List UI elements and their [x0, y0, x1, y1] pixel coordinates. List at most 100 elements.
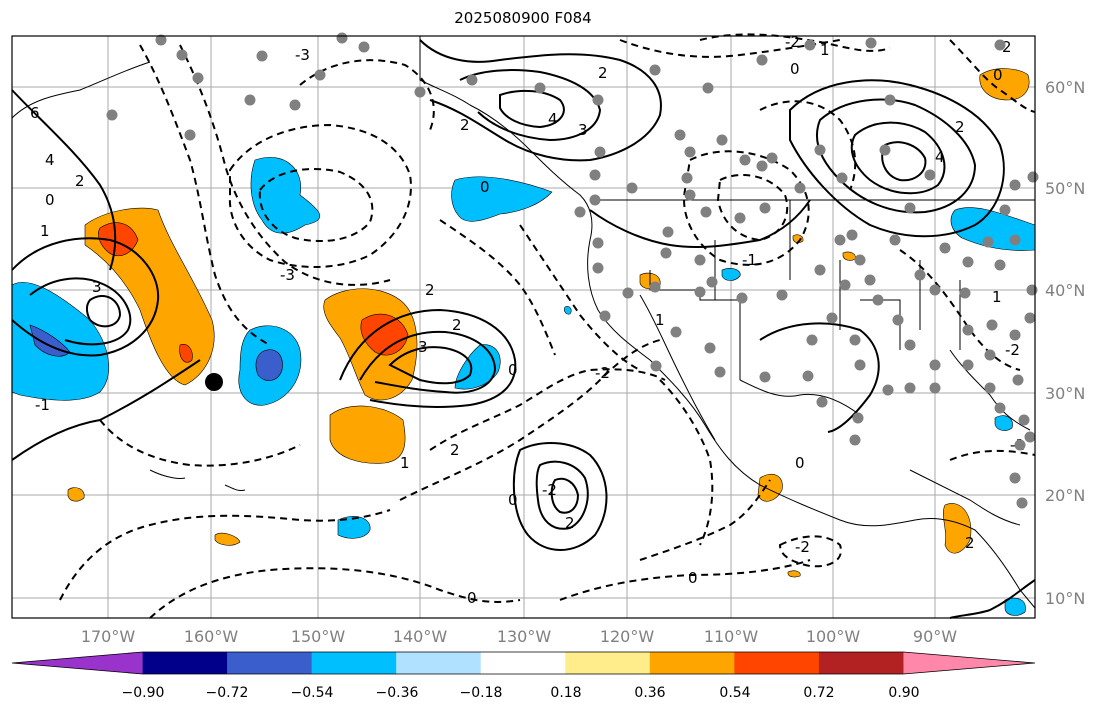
station-dot [534, 82, 546, 94]
station-dot [962, 256, 974, 268]
colorbar-segment [396, 652, 482, 674]
station-dot [336, 32, 348, 44]
contour-solid-20 [949, 579, 1036, 619]
contour-solid-13 [535, 460, 589, 530]
station-dot [984, 382, 996, 394]
contour-label: 0 [467, 589, 477, 607]
station-dot [889, 234, 901, 246]
shade-orange-3 [329, 405, 406, 464]
shade-orange-6 [757, 474, 783, 502]
shade-red-1b [179, 344, 193, 363]
station-dot [839, 279, 851, 291]
contour-dashed-24 [439, 219, 556, 356]
station-dot [804, 39, 816, 51]
station-dot [962, 359, 974, 371]
station-dot [1027, 171, 1039, 183]
station-dot [834, 234, 846, 246]
contour-label: 6 [30, 104, 40, 122]
station-dot [592, 94, 604, 106]
lat-label: 50°N [1045, 179, 1085, 198]
station-dot [1009, 179, 1021, 191]
contour-label: 1 [40, 222, 50, 240]
contour-label: -2 [595, 364, 610, 382]
station-dot [929, 382, 941, 394]
station-dot [759, 371, 771, 383]
station-dot [794, 182, 806, 194]
station-dot [714, 366, 726, 378]
contour-label: 0 [790, 60, 800, 78]
station-dot [982, 236, 994, 248]
contour-label: 0 [45, 191, 55, 209]
contour-label: 2 [965, 534, 975, 552]
station-dot [599, 310, 611, 322]
station-dot [756, 160, 768, 172]
contour-label: 0 [508, 361, 518, 379]
shade-darkblue-2 [255, 349, 283, 381]
station-dot [814, 264, 826, 276]
dashed-contours [59, 33, 1036, 619]
colorbar-tick-label: 0.36 [634, 685, 665, 701]
contour-dashed-14 [683, 150, 810, 266]
station-dot [756, 54, 768, 66]
station-dot [766, 152, 778, 164]
contour-label: 3 [578, 121, 588, 139]
colorbar-segment [480, 652, 566, 674]
lon-label: 110°W [704, 627, 759, 646]
station-dot [702, 82, 714, 94]
contour-label: 0 [508, 491, 518, 509]
station-dot [1012, 374, 1024, 386]
lat-label: 60°N [1045, 78, 1085, 97]
station-dot [466, 74, 478, 86]
shade-blue-west [11, 282, 110, 401]
colorbar-tick-label: 0.90 [888, 685, 919, 701]
lon-label: 150°W [291, 627, 346, 646]
station-dot [289, 99, 301, 111]
station-dot [649, 64, 661, 76]
contour-solid-11 [499, 89, 565, 129]
station-dot [806, 334, 818, 346]
station-dot [904, 202, 916, 214]
contour-solid-18 [881, 141, 927, 182]
contour-solid-14 [550, 477, 580, 514]
contour-solid-2 [11, 237, 160, 357]
contour-label: 4 [935, 148, 945, 166]
contour-dashed-1 [139, 44, 271, 346]
station-dot [176, 49, 188, 61]
station-dot [864, 274, 876, 286]
lon-label: 140°W [393, 627, 448, 646]
colorbar-tick-labels: −0.90 −0.72 −0.54 −0.36 −0.18 0.18 0.36 … [122, 685, 920, 701]
station-dot [1016, 497, 1028, 509]
colorbar-tick-label: −0.72 [206, 685, 249, 701]
contour-solid-21 [589, 199, 811, 249]
station-dot [759, 202, 771, 214]
contour-label: 2 [452, 316, 462, 334]
shade-blue-3 [451, 176, 553, 222]
contour-dashed-19 [899, 249, 1021, 371]
contour-label: 2 [955, 118, 965, 136]
station-dot [106, 109, 118, 121]
station-dot [1009, 234, 1021, 246]
station-dot [879, 144, 891, 156]
station-dots [106, 32, 1039, 509]
colorbar-tick-label: 0.72 [803, 685, 834, 701]
station-dot [314, 69, 326, 81]
contour-dashed-7 [59, 509, 391, 601]
contour-label: 2 [460, 116, 470, 134]
contour-dashed-16 [759, 100, 857, 191]
station-dot [849, 334, 861, 346]
station-dot [816, 396, 828, 408]
station-dot [776, 289, 788, 301]
station-dot [814, 144, 826, 156]
lat-label: 20°N [1045, 486, 1085, 505]
contour-solid-3 [29, 277, 132, 346]
station-dot [592, 237, 604, 249]
contour-label-group: 6 4 2 0 1 3 -1 -3 2 3 2 0 -3 2 3 4 2 0 -… [30, 33, 1025, 607]
black-marker [205, 373, 223, 391]
contour-label: 1 [400, 454, 410, 472]
contour-label: -3 [280, 266, 295, 284]
station-dot [994, 39, 1006, 51]
lon-label: 130°W [497, 627, 552, 646]
colorbar-tick-label: −0.18 [460, 685, 503, 701]
contour-solid-10 [459, 69, 602, 142]
station-dot [994, 402, 1006, 414]
